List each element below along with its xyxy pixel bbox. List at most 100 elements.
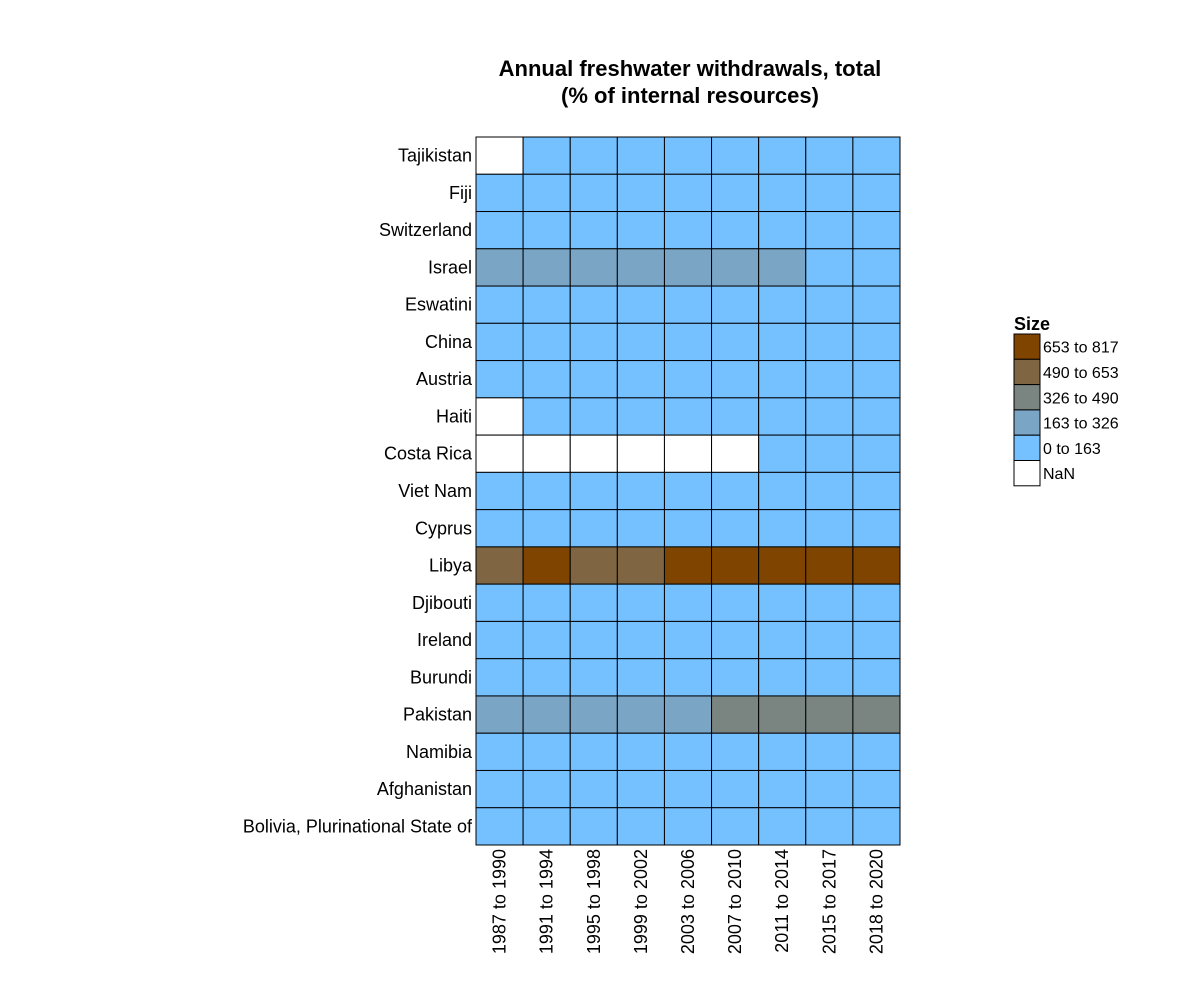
heatmap-cell xyxy=(758,695,807,734)
heatmap-cell xyxy=(475,397,524,436)
heatmap-cell xyxy=(475,173,524,213)
heatmap-cell xyxy=(711,695,760,734)
heatmap-cell xyxy=(522,360,571,399)
heatmap-cell xyxy=(852,546,901,585)
heatmap-cell xyxy=(758,360,807,399)
heatmap-cell xyxy=(663,360,713,399)
legend: Size 653 to 817 490 to 653 326 to 490 163 t… xyxy=(1013,314,1119,487)
heatmap-cell xyxy=(758,173,807,213)
heatmap-cell xyxy=(616,173,665,213)
heatmap-cell xyxy=(616,285,665,324)
heatmap-cell xyxy=(852,471,901,511)
heatmap-cell xyxy=(522,211,571,250)
heatmap-cell xyxy=(805,434,854,473)
heatmap-cell xyxy=(758,658,807,697)
heatmap-cell xyxy=(569,807,618,846)
heatmap-cell xyxy=(711,248,760,287)
column-label: 1987 to 1990 xyxy=(490,849,510,954)
row-label: Haiti xyxy=(436,406,472,426)
heatmap-cell xyxy=(616,360,665,399)
heatmap-cell xyxy=(805,509,854,548)
heatmap-cell xyxy=(569,769,618,809)
heatmap-cell xyxy=(475,136,524,175)
heatmap-cell xyxy=(805,285,854,324)
row-label: Ireland xyxy=(417,630,472,650)
heatmap-cell xyxy=(711,136,760,175)
heatmap-cell xyxy=(475,658,524,697)
heatmap-cell xyxy=(758,583,807,622)
heatmap-cells xyxy=(475,136,901,846)
column-labels: 1987 to 1990 1991 to 1994 1995 to 1998 1999… xyxy=(490,849,887,954)
heatmap-cell xyxy=(758,136,807,175)
heatmap-cell xyxy=(852,807,901,846)
heatmap-cell xyxy=(805,807,854,846)
heatmap-cell xyxy=(663,620,713,660)
heatmap-cell xyxy=(475,285,524,324)
heatmap-cell xyxy=(522,583,571,622)
heatmap-cell xyxy=(711,583,760,622)
column-label: 2007 to 2010 xyxy=(725,849,745,954)
heatmap-cell xyxy=(616,434,665,473)
heatmap-cell xyxy=(522,509,571,548)
heatmap-cell xyxy=(663,658,713,697)
legend-label: 0 to 163 xyxy=(1043,441,1101,458)
heatmap-cell xyxy=(758,620,807,660)
heatmap-cell xyxy=(805,658,854,697)
heatmap-cell xyxy=(569,471,618,511)
heatmap-cell xyxy=(663,285,713,324)
heatmap-cell xyxy=(522,546,571,585)
heatmap-cell xyxy=(616,322,665,362)
heatmap-cell xyxy=(852,285,901,324)
heatmap-cell xyxy=(475,322,524,362)
heatmap-cell xyxy=(758,285,807,324)
heatmap-cell xyxy=(758,769,807,809)
heatmap-cell xyxy=(663,509,713,548)
heatmap-cell xyxy=(663,434,713,473)
row-label: Afghanistan xyxy=(377,779,472,799)
row-labels: Tajikistan Fiji Switzerland Israel Eswatini C… xyxy=(243,146,473,837)
heatmap-cell xyxy=(663,471,713,511)
heatmap-cell xyxy=(663,546,713,585)
heatmap-cell xyxy=(663,136,713,175)
heatmap-cell xyxy=(852,769,901,809)
heatmap-cell xyxy=(569,620,618,660)
row-label: Eswatini xyxy=(405,295,472,315)
heatmap-cell xyxy=(805,769,854,809)
column-label: 2015 to 2017 xyxy=(819,849,839,954)
heatmap-cell xyxy=(663,211,713,250)
column-label: 2011 to 2014 xyxy=(772,849,792,953)
heatmap-cell xyxy=(475,471,524,511)
row-label: Burundi xyxy=(410,667,472,687)
row-label: Bolivia, Plurinational State of xyxy=(243,816,473,836)
legend-swatch xyxy=(1013,358,1041,386)
heatmap-cell xyxy=(569,211,618,250)
heatmap-cell xyxy=(663,322,713,362)
heatmap-cell xyxy=(475,583,524,622)
heatmap-cell xyxy=(805,732,854,771)
heatmap-cell xyxy=(852,732,901,771)
column-label: 1999 to 2002 xyxy=(631,849,651,954)
heatmap-cell xyxy=(616,807,665,846)
row-label: Djibouti xyxy=(412,593,472,613)
row-label: Israel xyxy=(428,257,472,277)
heatmap-cell xyxy=(522,807,571,846)
heatmap-cell xyxy=(569,583,618,622)
heatmap-cell xyxy=(805,397,854,436)
legend-swatch xyxy=(1013,333,1041,360)
heatmap-cell xyxy=(569,285,618,324)
heatmap-cell xyxy=(569,248,618,287)
heatmap-cell xyxy=(711,322,760,362)
heatmap-cell xyxy=(475,546,524,585)
heatmap-cell xyxy=(805,136,854,175)
heatmap-cell xyxy=(852,322,901,362)
heatmap-cell xyxy=(616,620,665,660)
column-label: 2018 to 2020 xyxy=(866,849,886,954)
row-label: Libya xyxy=(429,556,473,576)
heatmap-cell xyxy=(711,546,760,585)
heatmap-cell xyxy=(852,173,901,213)
heatmap-cell xyxy=(616,695,665,734)
heatmap-cell xyxy=(616,248,665,287)
chart-title-line-1: Annual freshwater withdrawals, total xyxy=(499,56,882,81)
